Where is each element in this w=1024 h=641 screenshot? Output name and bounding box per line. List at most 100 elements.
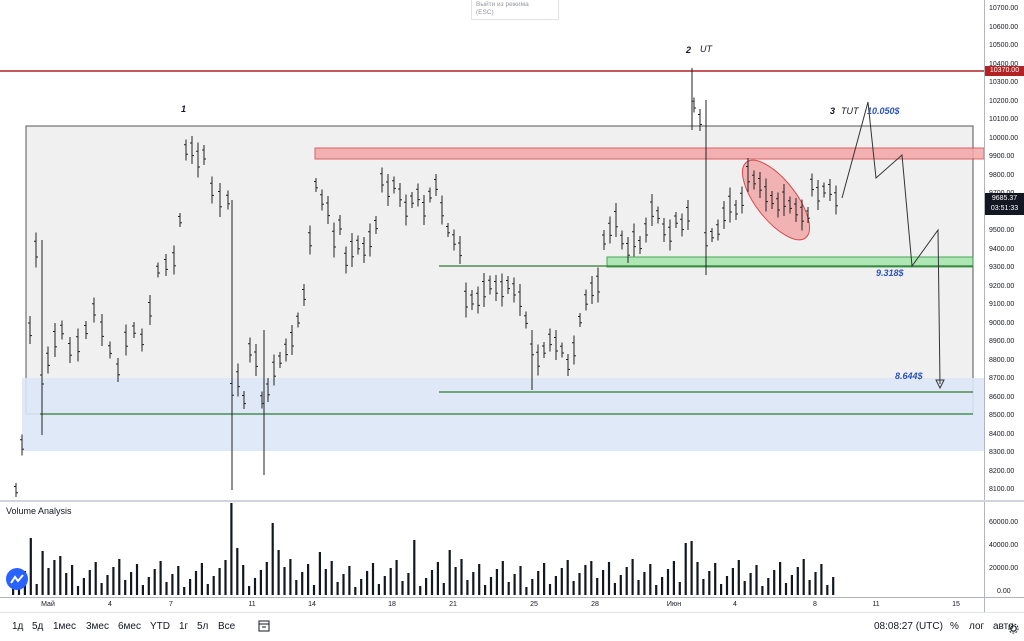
- volume-pane[interactable]: [0, 502, 984, 597]
- range-button-1y[interactable]: 1г: [179, 621, 189, 632]
- time-label: 4: [108, 601, 112, 608]
- volume-bar: [513, 574, 516, 595]
- vol-tick: 20000.00: [989, 565, 1019, 572]
- price-tick: 9800.00: [989, 171, 1015, 179]
- volume-bar: [472, 572, 475, 595]
- price-tick: 10000.00: [989, 134, 1019, 142]
- volume-bar: [200, 563, 203, 595]
- volume-scale[interactable]: 60000.00 40000.00 20000.00 0.00: [984, 502, 1024, 597]
- volume-bar: [47, 568, 50, 595]
- time-label: 25: [530, 601, 538, 608]
- volume-bar: [236, 548, 239, 595]
- volume-bar: [324, 569, 327, 595]
- range-button-6m[interactable]: 6мес: [118, 621, 141, 632]
- range-button-5y[interactable]: 5л: [197, 621, 209, 632]
- volume-bar: [820, 564, 823, 595]
- exit-fullscreen-line2: (ESC): [476, 9, 494, 16]
- volume-bar: [230, 503, 233, 595]
- calendar-range-icon[interactable]: [258, 619, 270, 635]
- volume-bar: [135, 564, 139, 595]
- price-bars: [14, 68, 838, 497]
- volume-bar: [779, 562, 782, 595]
- time-label: 15: [952, 601, 960, 608]
- price-tick: 8500.00: [989, 412, 1015, 419]
- volume-bar: [796, 567, 799, 595]
- red-line-price-badge: 10370.00: [985, 66, 1024, 76]
- volume-bar: [702, 579, 705, 595]
- volume-bar: [430, 570, 434, 595]
- volume-bar: [330, 561, 333, 595]
- volume-bar: [684, 543, 687, 595]
- volume-bar: [106, 575, 109, 595]
- percent-scale-toggle[interactable]: %: [950, 621, 959, 632]
- volume-bar: [655, 585, 658, 595]
- volume-bar: [767, 578, 770, 595]
- price-tick: 10100.00: [989, 116, 1019, 123]
- volume-bar: [141, 585, 144, 595]
- volume-bar: [224, 560, 227, 595]
- price-tick: 9900.00: [989, 153, 1015, 160]
- volume-bar: [554, 576, 557, 595]
- volume-bar: [289, 559, 292, 595]
- price-scale[interactable]: 10700.00 10600.00 10500.00 10400.00 10300.00…: [984, 0, 1024, 500]
- volume-bar: [548, 584, 552, 595]
- time-axis[interactable]: Май 4 7 11 14 18 21 25 28 Июн 4 8 11 15: [0, 597, 984, 613]
- range-button-all[interactable]: Все: [218, 621, 236, 632]
- time-label: Июн: [666, 601, 682, 608]
- price-tick: 10500.00: [989, 42, 1019, 49]
- volume-bar: [596, 578, 599, 595]
- volume-bar: [773, 570, 776, 595]
- volume-bar: [613, 583, 616, 595]
- range-button-1d[interactable]: 1д: [12, 621, 24, 632]
- time-label: Май: [41, 601, 55, 608]
- time-label: 18: [388, 601, 396, 608]
- volume-bar: [265, 562, 268, 595]
- volume-bar: [94, 562, 97, 595]
- volume-bar: [537, 571, 540, 595]
- volume-bar: [643, 572, 646, 595]
- volume-bar: [708, 571, 711, 595]
- range-button-1m[interactable]: 1мес: [53, 621, 76, 632]
- volume-bar: [543, 563, 546, 595]
- gear-icon[interactable]: [1008, 621, 1019, 639]
- resistance-zone: [314, 147, 984, 160]
- volume-bar: [448, 550, 451, 595]
- volume-bar: [82, 578, 85, 595]
- volume-bar: [690, 541, 693, 595]
- range-button-ytd[interactable]: YTD: [150, 621, 170, 632]
- auto-scale-toggle[interactable]: авто: [993, 621, 1014, 632]
- wave-2-label: 2: [686, 45, 692, 55]
- pane-separator[interactable]: [0, 500, 1024, 502]
- time-label: 21: [449, 601, 457, 608]
- last-price-value: 9685.37: [991, 195, 1018, 202]
- volume-bar: [189, 579, 192, 595]
- volume-bar: [413, 540, 416, 595]
- tradingview-logo-icon[interactable]: [6, 568, 28, 590]
- volume-bar: [584, 565, 587, 595]
- target-top-label: 10.050$: [867, 106, 900, 116]
- volume-bar: [88, 570, 91, 595]
- volume-indicator-title[interactable]: Volume Analysis: [6, 506, 72, 516]
- target-low-label: 8.644$: [895, 371, 923, 381]
- volume-bar: [360, 579, 363, 595]
- projection-arrowhead: [935, 379, 945, 390]
- volume-bar: [637, 580, 640, 595]
- volume-bar: [436, 562, 439, 595]
- red-ellipse-highlight: [742, 159, 810, 241]
- exit-fullscreen-hint[interactable]: Выйти из режима (ESC): [471, 0, 559, 20]
- range-box: [25, 125, 974, 415]
- volume-bar: [560, 568, 563, 595]
- range-button-3m[interactable]: 3мес: [86, 621, 109, 632]
- volume-bar: [790, 575, 793, 595]
- volume-bar: [53, 560, 56, 595]
- price-chart-pane[interactable]: [0, 0, 984, 500]
- volume-bar: [631, 559, 634, 595]
- range-button-5d[interactable]: 5д: [32, 621, 44, 632]
- volume-bar: [277, 550, 280, 595]
- price-tick: 8700.00: [989, 375, 1015, 382]
- volume-bar: [41, 551, 44, 595]
- log-scale-toggle[interactable]: лог: [969, 621, 985, 632]
- utc-clock[interactable]: 08:08:27 (UTC): [874, 621, 943, 632]
- volume-bar: [714, 563, 717, 595]
- price-chart-svg[interactable]: [0, 0, 984, 500]
